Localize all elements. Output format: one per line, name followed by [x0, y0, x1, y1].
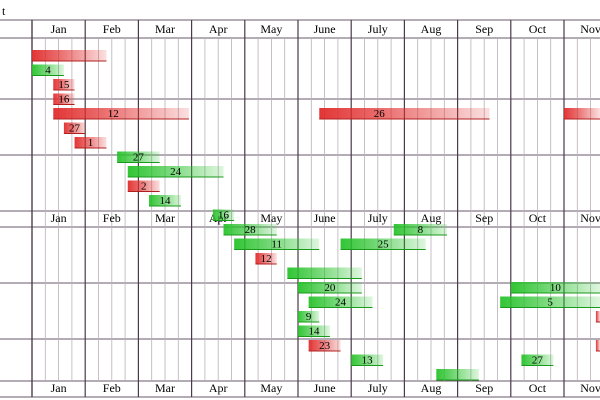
month-label: Feb: [103, 381, 121, 395]
month-label: Jan: [51, 22, 67, 36]
gantt-bar-label: 9: [306, 311, 312, 323]
gantt-bar: [595, 340, 600, 351]
gantt-bar: [287, 267, 362, 279]
gantt-bar: [340, 238, 426, 250]
month-label: Aug: [421, 381, 442, 395]
gantt-bar-label: 2: [141, 181, 147, 193]
gantt-bar-label: 11: [271, 239, 282, 251]
gantt-bar-label: 1: [88, 137, 94, 149]
month-label: Aug: [421, 22, 442, 36]
gantt-bar-label: 27: [532, 355, 544, 367]
gantt-bar: [595, 311, 600, 322]
month-label: May: [260, 381, 282, 395]
gantt-bar-label: 4: [45, 65, 51, 77]
month-label: Jan: [51, 211, 67, 225]
gantt-bar-label: 16: [218, 210, 230, 222]
gantt-bar: [255, 253, 277, 264]
gantt-bar: [308, 340, 341, 351]
gantt-bar: [212, 209, 235, 221]
month-label: Sep: [475, 22, 493, 36]
month-label: June: [314, 211, 336, 225]
month-label: June: [314, 381, 336, 395]
gantt-bar: [117, 151, 160, 163]
gantt-bar: [127, 166, 224, 177]
month-label: Aug: [421, 211, 442, 225]
month-label: Sep: [475, 211, 493, 225]
gantt-bar: [308, 296, 373, 308]
gantt-bar-label: 14: [160, 195, 172, 207]
gantt-bar-label: 27: [133, 152, 145, 164]
gantt-bar: [127, 180, 160, 192]
gantt-bar: [74, 137, 107, 148]
gantt-bar: [53, 108, 189, 119]
gantt-bar: [521, 354, 554, 366]
gantt-bar: [63, 122, 86, 134]
month-label: Apr: [209, 381, 228, 395]
gantt-bar: [564, 108, 600, 119]
month-label: Oct: [529, 381, 547, 395]
gantt-bar-label: 15: [58, 79, 70, 91]
month-label: July: [368, 381, 388, 395]
gantt-bar: [234, 238, 320, 250]
gantt-bar-label: 27: [69, 123, 81, 135]
month-label: Sep: [475, 381, 493, 395]
gantt-bar-label: 14: [308, 326, 320, 338]
month-label: July: [368, 22, 388, 36]
month-label: Apr: [209, 22, 228, 36]
gantt-bar-label: 12: [261, 253, 272, 265]
month-label: May: [260, 22, 282, 36]
gantt-bar: [510, 282, 600, 293]
month-label: Nov: [580, 381, 600, 395]
month-label: May: [260, 211, 282, 225]
gantt-bar: [149, 195, 181, 206]
gantt-bar: [298, 311, 320, 322]
gantt-bar: [298, 282, 362, 293]
gantt-bar-label: 12: [108, 108, 119, 120]
gantt-bar-label: 5: [547, 297, 553, 309]
month-label: Mar: [155, 22, 175, 36]
month-label: Mar: [155, 381, 175, 395]
gantt-bar: [223, 224, 277, 235]
gantt-bar-label: 20: [324, 282, 336, 294]
gantt-bar-label: 16: [58, 94, 70, 106]
gantt-bar: [351, 354, 384, 366]
gantt-bar: [32, 64, 64, 76]
month-label: June: [314, 22, 336, 36]
month-label: Mar: [155, 211, 175, 225]
gantt-bar: [53, 79, 75, 90]
month-label: July: [368, 211, 388, 225]
gantt-bar: [500, 296, 600, 308]
corner-label: t: [2, 4, 6, 18]
gantt-bar-label: 8: [418, 224, 424, 236]
gantt-bar-label: 24: [335, 297, 347, 309]
gantt-bar-label: 25: [378, 239, 390, 251]
gantt-bar: [436, 369, 479, 380]
gantt-bar: [32, 50, 107, 61]
month-label: Oct: [529, 22, 547, 36]
month-label: Oct: [529, 211, 547, 225]
gantt-bar-label: 23: [319, 340, 331, 352]
gantt-bar-label: 28: [245, 224, 257, 236]
month-label: Feb: [103, 211, 121, 225]
month-label: Feb: [103, 22, 121, 36]
month-label: Nov: [580, 211, 600, 225]
month-label: Nov: [580, 22, 600, 36]
gantt-bar-label: 10: [550, 282, 562, 294]
gantt-bar-label: 13: [362, 355, 374, 367]
gantt-bar: [393, 224, 447, 235]
gantt-bar-label: 26: [374, 108, 386, 120]
gantt-bar: [53, 93, 75, 105]
month-label: Jan: [51, 381, 67, 395]
gantt-bar: [298, 325, 330, 337]
gantt-bar: [319, 108, 490, 119]
gantt-bar-label: 24: [170, 166, 182, 178]
